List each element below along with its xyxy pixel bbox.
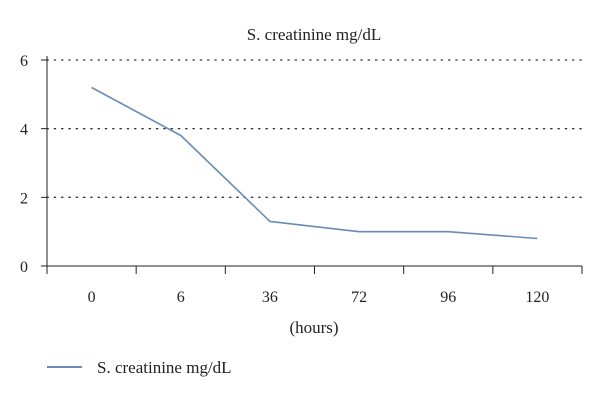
y-axis-ticks: 0 2 4 6 <box>20 53 47 276</box>
x-tick-label: 0 <box>88 289 96 306</box>
x-tick-label: 72 <box>351 289 367 306</box>
series-line <box>91 86 538 240</box>
y-tick-label: 4 <box>20 122 28 139</box>
legend-label: S. creatinine mg/dL <box>97 358 232 377</box>
gridlines <box>46 59 583 198</box>
chart-title: S. creatinine mg/dL <box>247 25 382 44</box>
y-tick-label: 2 <box>20 190 28 207</box>
x-tick-label: 6 <box>177 289 185 306</box>
x-axis-ticks: 0 6 36 72 96 120 <box>46 266 583 306</box>
series-layer <box>91 86 538 240</box>
y-tick-label: 0 <box>20 259 28 276</box>
legend: S. creatinine mg/dL <box>47 358 232 377</box>
x-tick-label: 96 <box>440 289 456 306</box>
x-axis-title: (hours) <box>289 318 338 337</box>
axes <box>46 56 582 267</box>
x-tick-label: 120 <box>525 289 549 306</box>
x-tick-label: 36 <box>262 289 278 306</box>
y-tick-label: 6 <box>20 53 28 70</box>
